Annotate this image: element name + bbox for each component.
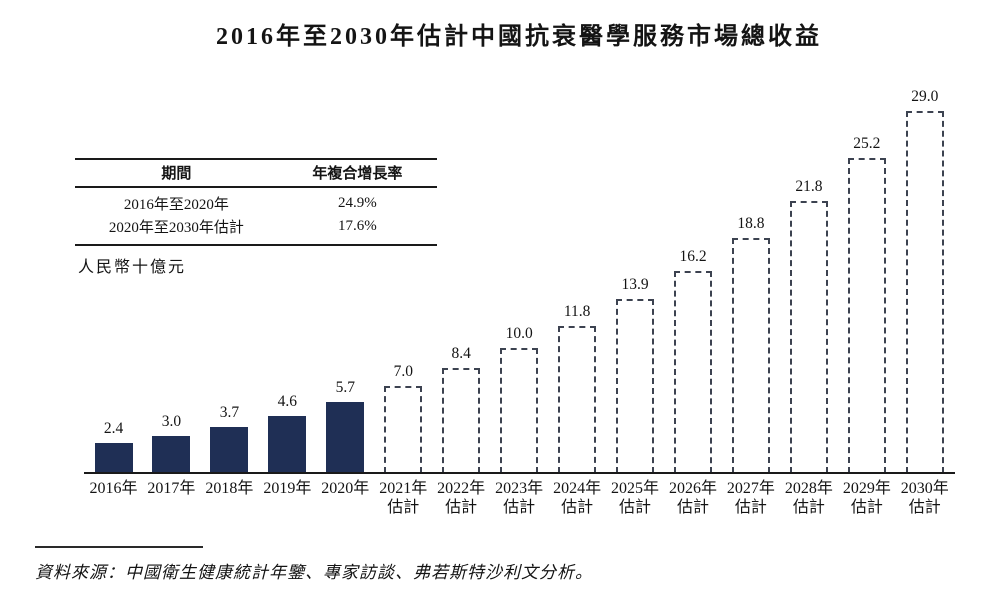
bar-value-2030: 29.0	[911, 87, 939, 105]
x-axis-label-2027: 2027年估計	[713, 479, 789, 517]
x-axis-label-year: 2026年	[668, 480, 717, 497]
bar-value-2026: 16.2	[679, 247, 707, 265]
x-axis-label-year: 2029年	[842, 480, 891, 497]
x-axis-label-estimate: 估計	[792, 499, 825, 516]
x-axis-label-2017: 2017年	[133, 479, 209, 498]
x-axis-label-2020: 2020年	[307, 479, 383, 498]
x-axis-label-2025: 2025年估計	[597, 479, 673, 517]
x-axis-label-year: 2030年	[900, 480, 949, 497]
source-divider-line	[35, 546, 203, 548]
x-axis-label-estimate: 估計	[387, 499, 420, 516]
x-axis-label-2019: 2019年	[249, 479, 325, 498]
bar-2017	[152, 435, 191, 473]
bar-2026-estimate	[674, 270, 712, 473]
x-axis-label-year: 2016年	[89, 480, 138, 497]
x-axis-label-2030: 2030年估計	[887, 479, 963, 517]
x-axis-label-2028: 2028年估計	[771, 479, 847, 517]
x-axis-label-estimate: 估計	[445, 499, 478, 516]
bar-value-2017: 3.0	[161, 412, 182, 430]
y-axis-unit-label: 人民幣十億元	[78, 259, 187, 276]
chart-title: 2016年至2030年估計中國抗衰醫學服務市場總收益	[216, 24, 822, 50]
bar-2019	[268, 415, 307, 473]
x-axis-label-estimate: 估計	[734, 499, 767, 516]
cagr-table-body: 2016年至2020年 24.9% 2020年至2030年估計 17.6%	[75, 188, 437, 244]
bar-2025-estimate	[616, 299, 655, 473]
bar-2029-estimate	[847, 158, 886, 473]
x-axis-label-2024: 2024年估計	[539, 479, 615, 517]
cagr-value-2016-2020: 24.9%	[337, 195, 377, 211]
bar-2021-estimate	[384, 385, 423, 473]
bar-2018	[210, 426, 249, 473]
x-axis-label-year: 2025年	[611, 480, 660, 497]
x-axis-label-year: 2019年	[263, 480, 312, 497]
x-axis-label-year: 2017年	[147, 480, 196, 497]
x-axis-label-estimate: 估計	[850, 499, 883, 516]
bar-2027-estimate	[731, 238, 770, 473]
x-axis-label-year: 2021年	[379, 480, 428, 497]
x-axis-label-year: 2027年	[726, 480, 775, 497]
bar-value-2020: 5.7	[335, 378, 355, 396]
cagr-table-header-period: 期間	[161, 166, 192, 182]
x-axis-label-2029: 2029年估計	[829, 479, 905, 517]
x-axis-label-2022: 2022年估計	[423, 479, 499, 517]
bar-value-2019: 4.6	[277, 392, 298, 410]
x-axis-label-estimate: 估計	[619, 499, 652, 516]
x-axis-label-year: 2020年	[321, 480, 370, 497]
bar-value-2018: 3.7	[219, 403, 240, 421]
bar-value-2024: 11.8	[563, 302, 591, 320]
x-axis-label-2021: 2021年估計	[365, 479, 441, 517]
cagr-period-2020-2030: 2020年至2030年估計	[108, 220, 244, 236]
cagr-table-header-row: 期間 年複合增長率	[75, 160, 437, 188]
cagr-table: 期間 年複合增長率 2016年至2020年 24.9% 2020年至2030年估…	[75, 158, 437, 246]
bar-value-2022: 8.4	[451, 345, 471, 362]
bar-value-2027: 18.8	[737, 215, 765, 232]
x-axis-label-estimate: 估計	[561, 499, 594, 516]
bar-2016	[94, 443, 133, 473]
bar-value-2016: 2.4	[103, 420, 124, 437]
x-axis-label-estimate: 估計	[503, 499, 536, 516]
x-axis-label-year: 2028年	[784, 480, 833, 497]
x-axis-label-year: 2024年	[553, 480, 602, 497]
x-axis-label-2018: 2018年	[191, 479, 267, 498]
cagr-value-2020-2030: 17.6%	[337, 218, 377, 234]
bar-2020	[326, 401, 365, 473]
bar-2030-estimate	[905, 110, 944, 473]
cagr-table-row-2016-2020: 2016年至2020年 24.9%	[75, 192, 437, 215]
x-axis-label-2023: 2023年估計	[481, 479, 557, 517]
cagr-period-2016-2020: 2016年至2020年	[123, 197, 229, 213]
source-note: 資料來源：中國衛生健康統計年鑒、專家訪談、弗若斯特沙利文分析。	[35, 563, 593, 582]
x-axis-line	[84, 472, 955, 474]
x-axis-label-estimate: 估計	[908, 499, 941, 516]
x-axis-label-estimate: 估計	[676, 499, 709, 516]
bar-value-2025: 13.9	[621, 276, 649, 294]
x-axis-label-year: 2023年	[495, 480, 544, 497]
bar-2022-estimate	[442, 368, 481, 473]
x-axis-label-year: 2018年	[205, 480, 254, 497]
x-axis-label-2026: 2026年估計	[655, 479, 731, 517]
bar-2024-estimate	[558, 325, 597, 473]
bar-value-2023: 10.0	[505, 325, 533, 342]
x-axis-label-year: 2022年	[437, 480, 486, 497]
cagr-table-row-2020-2030: 2020年至2030年估計 17.6%	[75, 215, 437, 238]
cagr-table-header-cagr: 年複合增長率	[312, 166, 403, 182]
bar-2028-estimate	[789, 200, 828, 473]
bar-value-2028: 21.8	[795, 177, 823, 195]
bar-2023-estimate	[500, 348, 539, 473]
bar-value-2021: 7.0	[393, 362, 413, 380]
bar-value-2029: 25.2	[853, 135, 881, 152]
x-axis-label-2016: 2016年	[76, 479, 152, 498]
